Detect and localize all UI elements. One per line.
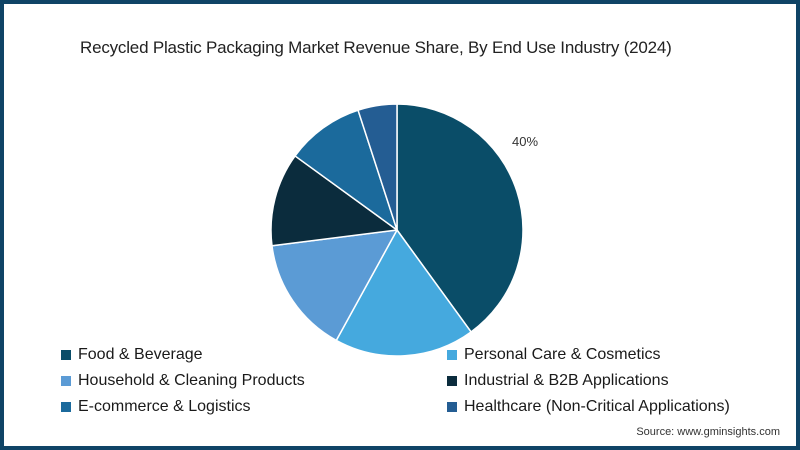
pie-slice-personal-care	[335, 229, 472, 357]
legend-swatch-icon	[447, 376, 457, 386]
pie-slice-household	[271, 229, 398, 342]
pie-slice-food-beverage	[396, 103, 524, 333]
slice-label-food-beverage: 40%	[512, 134, 539, 149]
legend-swatch-icon	[61, 402, 71, 412]
legend-item-household: Household & Cleaning Products	[61, 372, 305, 390]
legend-item-industrial: Industrial & B2B Applications	[447, 372, 669, 390]
legend-label: Household & Cleaning Products	[78, 372, 305, 389]
legend-item-personal-care: Personal Care & Cosmetics	[447, 346, 661, 364]
legend-swatch-icon	[447, 350, 457, 360]
legend-item-ecommerce: E-commerce & Logistics	[61, 398, 251, 416]
legend-label: Industrial & B2B Applications	[464, 372, 669, 389]
chart-title: Recycled Plastic Packaging Market Revenu…	[80, 38, 672, 57]
legend-label: Personal Care & Cosmetics	[464, 346, 661, 363]
legend-swatch-icon	[61, 376, 71, 386]
pie-slice-healthcare	[357, 103, 398, 231]
legend-swatch-icon	[447, 402, 457, 412]
pie-slice-industrial	[270, 155, 398, 247]
legend-item-food-beverage: Food & Beverage	[61, 346, 203, 364]
pie-slice-ecommerce	[294, 109, 398, 231]
legend-label: Healthcare (Non-Critical Applications)	[464, 398, 730, 415]
source-note: Source: www.gminsights.com	[636, 426, 780, 438]
legend-swatch-icon	[61, 350, 71, 360]
legend-label: Food & Beverage	[78, 346, 203, 363]
legend-label: E-commerce & Logistics	[78, 398, 251, 415]
legend-item-healthcare: Healthcare (Non-Critical Applications)	[447, 398, 730, 416]
